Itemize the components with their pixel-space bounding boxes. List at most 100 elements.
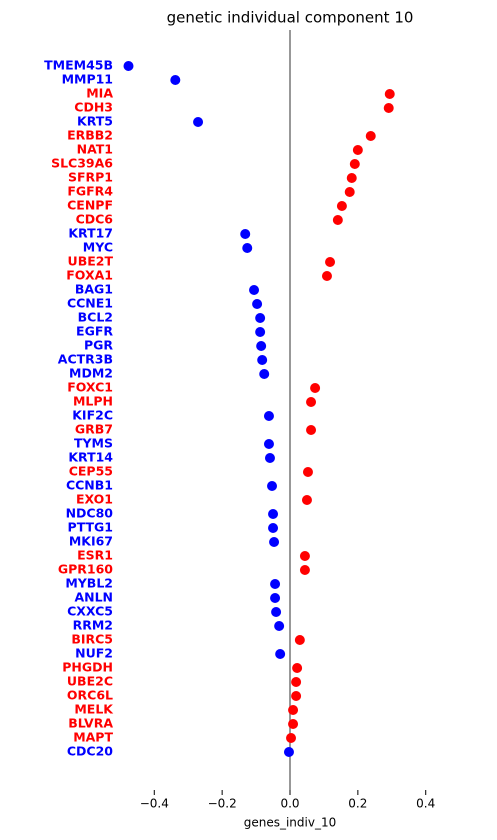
- category-label: ANLN: [74, 590, 113, 605]
- category-label: GPR160: [58, 562, 113, 577]
- dot: [263, 411, 274, 421]
- dot: [384, 89, 395, 99]
- dot: [299, 551, 310, 561]
- x-tick-label: 0.0: [280, 797, 299, 811]
- dot: [294, 635, 305, 645]
- dot: [286, 733, 297, 743]
- dot: [292, 663, 303, 673]
- x-tick-label: 0.2: [348, 797, 367, 811]
- dot: [344, 187, 355, 197]
- category-label: EGFR: [76, 324, 113, 339]
- dot: [255, 313, 266, 323]
- category-label: BAG1: [75, 282, 113, 297]
- category-label: KRT17: [68, 226, 113, 241]
- dot: [267, 481, 278, 491]
- dot: [274, 621, 285, 631]
- category-label: CDC6: [76, 212, 114, 227]
- dot: [193, 117, 204, 127]
- dot: [170, 75, 181, 85]
- chart-title: genetic individual component 10: [167, 9, 414, 27]
- dot: [252, 299, 263, 309]
- category-label: MKI67: [69, 534, 113, 549]
- dot: [365, 131, 376, 141]
- dot: [299, 565, 310, 575]
- category-label: PHGDH: [62, 660, 113, 675]
- dot: [240, 229, 251, 239]
- category-label: FGFR4: [67, 184, 113, 199]
- category-label: BIRC5: [71, 632, 113, 647]
- category-label: ERBB2: [67, 128, 113, 143]
- dot: [321, 271, 332, 281]
- dot: [275, 649, 286, 659]
- dot: [123, 61, 134, 71]
- category-label: EXO1: [76, 492, 113, 507]
- dot: [352, 145, 363, 155]
- category-label: ACTR3B: [58, 352, 113, 367]
- dot: [301, 495, 312, 505]
- category-label: KIF2C: [72, 408, 113, 423]
- category-label: UBE2T: [68, 254, 114, 269]
- category-label: TMEM45B: [44, 58, 113, 73]
- x-tick-label: −0.2: [208, 797, 237, 811]
- category-label: MIA: [86, 86, 113, 101]
- category-label: SFRP1: [68, 170, 113, 185]
- category-label: RRM2: [73, 618, 113, 633]
- category-label: PTTG1: [68, 520, 113, 535]
- dot: [271, 607, 282, 617]
- dot: [346, 173, 357, 183]
- dot: [257, 355, 268, 365]
- dot: [269, 537, 280, 547]
- x-tick-label: −0.4: [140, 797, 169, 811]
- dot: [291, 677, 302, 687]
- category-label: MMP11: [62, 72, 113, 87]
- dot: [249, 285, 260, 295]
- dot: [383, 103, 394, 113]
- category-label: TYMS: [74, 436, 113, 451]
- category-label: KRT5: [77, 114, 113, 129]
- category-label: GRB7: [75, 422, 113, 437]
- dot: [288, 705, 299, 715]
- category-label: CXXC5: [67, 604, 113, 619]
- category-label: ESR1: [77, 548, 113, 563]
- category-label: SLC39A6: [51, 156, 113, 171]
- dot: [256, 341, 267, 351]
- dot: [349, 159, 360, 169]
- category-label: KRT14: [68, 450, 113, 465]
- dot: [306, 397, 317, 407]
- dot: [259, 369, 270, 379]
- dot: [270, 579, 281, 589]
- dot: [336, 201, 347, 211]
- category-label: MYC: [83, 240, 113, 255]
- dot: [302, 467, 313, 477]
- dot: [306, 425, 317, 435]
- category-label: CENPF: [67, 198, 113, 213]
- category-label: MAPT: [73, 730, 113, 745]
- dot: [325, 257, 336, 267]
- category-label: CDH3: [74, 100, 113, 115]
- category-label: NAT1: [77, 142, 113, 157]
- category-label: MYBL2: [65, 576, 113, 591]
- category-label: MLPH: [73, 394, 113, 409]
- dot: [268, 523, 279, 533]
- category-label: CCNB1: [66, 478, 113, 493]
- x-tick-label: 0.4: [416, 797, 435, 811]
- category-label: FOXA1: [66, 268, 113, 283]
- category-label: FOXC1: [67, 380, 113, 395]
- dot: [310, 383, 321, 393]
- category-label: NDC80: [66, 506, 114, 521]
- dot: [264, 453, 275, 463]
- x-axis-label: genes_indiv_10: [244, 816, 337, 830]
- dot: [291, 691, 302, 701]
- category-label: BLVRA: [68, 716, 113, 731]
- category-label: UBE2C: [67, 674, 113, 689]
- category-label: CEP55: [69, 464, 113, 479]
- dot: [263, 439, 274, 449]
- dot: [288, 719, 299, 729]
- dot: [332, 215, 343, 225]
- category-label: BCL2: [78, 310, 113, 325]
- dot: [255, 327, 266, 337]
- category-label: NUF2: [75, 646, 113, 661]
- category-label: CDC20: [67, 744, 113, 759]
- category-label: CCNE1: [67, 296, 113, 311]
- dot: [283, 747, 294, 757]
